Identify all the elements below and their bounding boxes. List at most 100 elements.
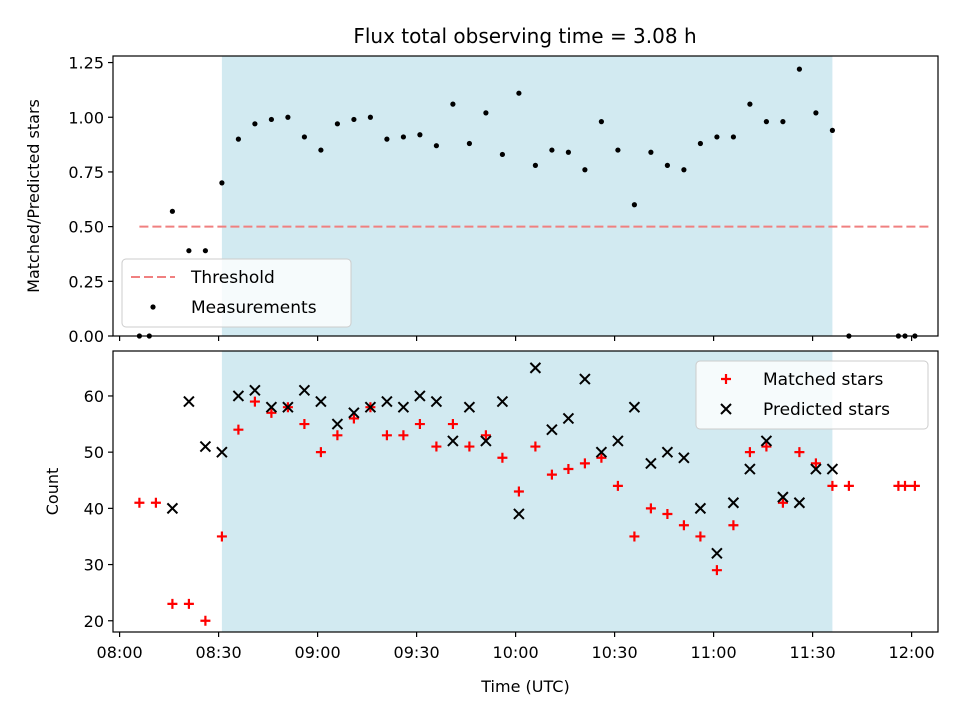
predicted-star-point xyxy=(661,446,674,458)
matched-star-point xyxy=(563,464,574,475)
y-tick-label: 0.50 xyxy=(68,218,104,237)
matched-star-point xyxy=(843,480,854,491)
measurement-point xyxy=(532,162,539,168)
predicted-star-point xyxy=(397,401,410,413)
measurement-point xyxy=(186,248,192,254)
measurement-point xyxy=(367,114,373,120)
measurement-point xyxy=(813,110,819,116)
measurement-point xyxy=(565,149,572,155)
predicted-star-point xyxy=(282,401,294,413)
y-tick-label: 0.00 xyxy=(68,327,104,346)
predicted-star-point xyxy=(381,395,393,408)
measurement-point xyxy=(829,127,836,133)
measurement-point xyxy=(351,116,357,123)
measurement-point xyxy=(334,121,340,127)
x-axis-label: Time (UTC) xyxy=(480,677,569,696)
predicted-star-point xyxy=(744,463,756,475)
predicted-star-point xyxy=(315,395,327,408)
matched-star-point xyxy=(612,480,623,491)
measurement-point xyxy=(763,119,770,125)
matched-star-point xyxy=(777,497,788,508)
y-tick-label: 0.25 xyxy=(68,272,104,291)
y-tick-label: 60 xyxy=(84,387,104,406)
measurement-point xyxy=(384,136,390,142)
y-tick-label: 40 xyxy=(84,499,104,518)
matched-star-point xyxy=(546,469,557,480)
measurement-point xyxy=(466,140,472,147)
predicted-star-point xyxy=(645,457,657,470)
predicted-star-point xyxy=(183,395,195,408)
predicted-star-point xyxy=(546,423,558,436)
predicted-star-point xyxy=(249,384,261,397)
measurement-point xyxy=(483,110,489,116)
axes-frame xyxy=(112,55,939,337)
predicted-star-point xyxy=(760,435,773,447)
y-tick-label: 0.75 xyxy=(68,163,104,182)
measurement-point xyxy=(202,248,208,254)
axes-frame xyxy=(112,350,939,633)
matched-star-point xyxy=(662,508,673,519)
measurement-point xyxy=(747,101,753,107)
measurement-point xyxy=(252,121,258,127)
predicted-star-point xyxy=(496,395,509,408)
predicted-star-point xyxy=(793,497,806,509)
y-axis-label: Count xyxy=(43,468,62,516)
measurement-point xyxy=(582,167,588,173)
x-tick-label: 11:00 xyxy=(691,643,737,662)
measurement-point xyxy=(417,132,423,138)
measurement-point xyxy=(301,134,307,140)
matched-star-point xyxy=(827,480,838,491)
matched-star-point xyxy=(381,430,392,441)
predicted-star-point xyxy=(826,463,839,475)
predicted-star-point xyxy=(199,440,212,453)
matched-star-point xyxy=(596,452,607,463)
matched-star-point xyxy=(497,452,508,463)
predicted-star-point xyxy=(348,407,360,419)
predicted-star-point xyxy=(727,497,740,509)
legend-predicted-swatch xyxy=(720,403,732,415)
legend: Threshold Measurements xyxy=(121,258,352,328)
measurement-point xyxy=(714,134,720,140)
predicted-star-point xyxy=(595,446,608,458)
measurement-point xyxy=(235,136,241,142)
predicted-star-point xyxy=(232,390,245,402)
matched-star-point xyxy=(900,480,910,491)
measurement-point xyxy=(516,90,522,96)
predicted-star-point xyxy=(166,502,179,515)
x-tick-label: 09:30 xyxy=(394,643,440,662)
measurement-point xyxy=(268,116,274,123)
x-tick-label: 09:00 xyxy=(295,643,341,662)
legend-measurement-label: Measurements xyxy=(191,298,317,318)
measurement-point xyxy=(318,147,324,153)
measurement-point xyxy=(648,149,654,155)
measurement-point xyxy=(549,147,555,153)
matched-star-point xyxy=(200,615,211,626)
legend: Matched stars Predicted stars xyxy=(695,360,929,430)
measurement-point xyxy=(169,208,175,214)
y-tick-label: 1.00 xyxy=(68,108,104,127)
x-tick-label: 10:00 xyxy=(493,643,539,662)
predicted-star-point xyxy=(777,491,789,503)
matched-star-point xyxy=(315,447,326,458)
matched-star-point xyxy=(645,503,656,514)
matched-star-point xyxy=(909,480,920,491)
x-tick-label: 10:30 xyxy=(592,643,638,662)
predicted-star-point xyxy=(612,435,624,447)
measurement-point xyxy=(796,66,803,72)
measurement-point xyxy=(450,101,456,107)
matched-star-point xyxy=(761,441,772,452)
measurement-point xyxy=(780,119,786,125)
predicted-star-point xyxy=(628,401,641,413)
chart-title: Flux total observing time = 3.08 h xyxy=(353,24,696,48)
matched-star-point xyxy=(167,598,178,609)
matched-star-point xyxy=(480,430,491,441)
matched-star-point xyxy=(695,531,706,542)
matched-star-point xyxy=(464,441,475,452)
legend-threshold-label: Threshold xyxy=(190,268,275,288)
matched-star-point xyxy=(629,531,640,542)
matched-star-point xyxy=(414,419,425,430)
legend-box xyxy=(695,360,929,430)
y-tick-label: 30 xyxy=(84,556,104,575)
count-panel: 20 30 40 50 60 08:00 08:30 09:00 09:30 10:00 10:30… xyxy=(43,350,939,696)
predicted-star-point xyxy=(694,502,707,515)
